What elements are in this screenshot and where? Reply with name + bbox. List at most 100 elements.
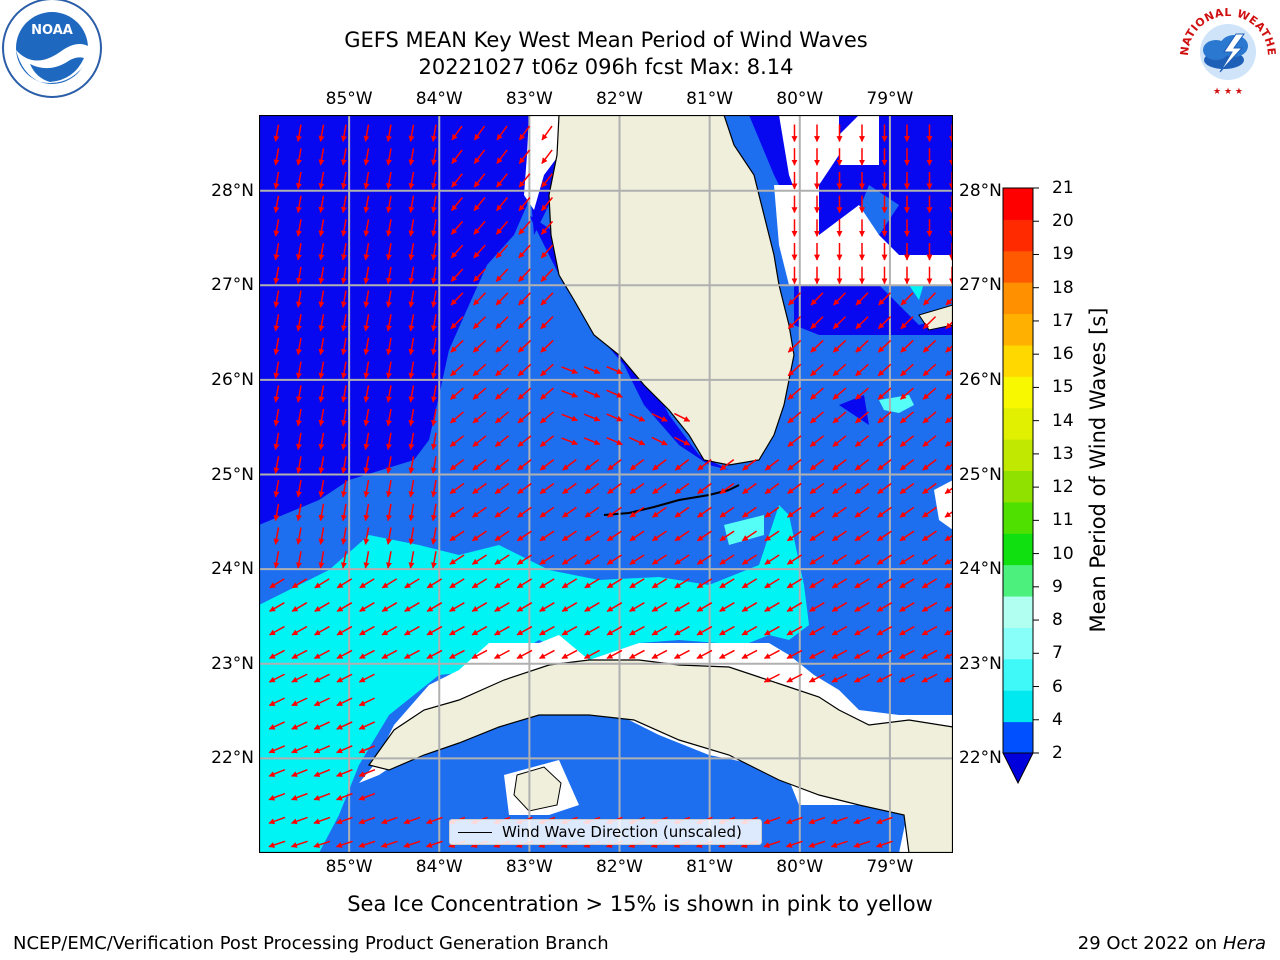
wind-wave-arrow: [386, 361, 392, 379]
wind-wave-arrow: [449, 459, 465, 471]
wind-wave-arrow: [273, 148, 280, 166]
wind-wave-arrow: [741, 554, 758, 565]
wind-wave-arrow: [471, 649, 488, 660]
wind-wave-arrow: [899, 411, 915, 424]
wind-wave-arrow: [358, 721, 376, 730]
wind-wave-arrow: [921, 602, 938, 612]
wind-wave-arrow: [854, 530, 870, 542]
wind-wave-arrow: [472, 411, 487, 424]
wind-wave-arrow: [809, 554, 825, 565]
wind-wave-arrow: [832, 435, 847, 447]
wind-wave-arrow: [854, 554, 870, 565]
wind-wave-arrow: [386, 242, 392, 261]
wind-wave-arrow: [471, 554, 488, 565]
colorbar-tick-label: 21: [1052, 178, 1074, 198]
wind-wave-arrow: [408, 361, 415, 379]
wind-wave-arrow: [561, 437, 578, 446]
wind-wave-arrow: [318, 551, 325, 569]
wind-wave-arrow: [296, 124, 302, 142]
wind-wave-arrow: [810, 292, 824, 306]
wind-wave-arrow: [425, 816, 443, 825]
wind-wave-arrow: [922, 435, 937, 447]
wind-wave-arrow: [629, 578, 645, 589]
wind-wave-arrow: [541, 173, 553, 188]
wind-wave-arrow: [606, 365, 623, 375]
wind-wave-arrow: [810, 316, 824, 330]
wind-wave-arrow: [832, 363, 847, 377]
wind-wave-arrow: [809, 506, 825, 518]
wind-wave-arrow: [380, 816, 398, 825]
wind-wave-arrow: [854, 482, 870, 495]
wind-wave-arrow: [674, 506, 690, 518]
wind-wave-arrow: [431, 314, 437, 332]
wind-wave-arrow: [426, 578, 443, 589]
wind-wave-arrow: [855, 387, 869, 400]
wind-wave-arrow: [922, 411, 937, 424]
wind-wave-arrow: [628, 413, 646, 422]
wind-wave-arrow: [471, 530, 487, 542]
wind-wave-arrow: [540, 292, 554, 306]
wind-wave-arrow: [363, 314, 370, 332]
wind-wave-arrow: [291, 769, 308, 777]
wind-wave-arrow: [673, 649, 690, 660]
wind-wave-arrow: [363, 195, 370, 214]
wind-wave-arrow: [363, 503, 370, 522]
wind-wave-arrow: [810, 363, 824, 377]
wind-wave-arrow: [518, 244, 531, 259]
wind-wave-arrow: [472, 459, 487, 471]
colorbar-tick-label: 16: [1052, 344, 1074, 365]
wind-wave-arrow: [540, 316, 554, 330]
wind-wave-arrow: [853, 840, 871, 848]
wind-wave-arrow: [404, 578, 420, 589]
wind-wave-arrow: [358, 673, 375, 683]
wind-wave-arrow: [674, 482, 690, 495]
wind-wave-arrow: [877, 339, 892, 353]
wind-wave-arrow: [408, 219, 415, 237]
wind-wave-arrow: [561, 530, 577, 542]
colorbar-band: [1003, 376, 1033, 409]
wind-wave-arrow: [341, 171, 347, 190]
wind-wave-arrow: [318, 385, 325, 403]
wind-wave-arrow: [431, 219, 437, 237]
lon-label-top: 81°W: [686, 89, 734, 109]
wind-wave-arrow: [923, 292, 936, 306]
wind-wave-arrow: [877, 316, 892, 330]
wind-wave-arrow: [336, 602, 353, 612]
lat-label-left: 22°N: [211, 748, 254, 769]
legend-label: Wind Wave Direction (unscaled): [502, 823, 742, 841]
wind-wave-arrow: [451, 173, 463, 188]
legend-line-icon: [458, 831, 492, 833]
wind-wave-arrow: [763, 649, 780, 660]
colorbar-label: Mean Period of Wind Waves [s]: [1086, 307, 1110, 633]
colorbar-tick-label: 10: [1052, 543, 1074, 564]
wind-wave-arrow: [296, 361, 302, 379]
wind-wave-arrow: [472, 316, 487, 330]
wind-wave-arrow: [336, 625, 353, 636]
wind-wave-arrow: [273, 290, 280, 308]
wind-wave-arrow: [318, 314, 325, 332]
wind-wave-arrow: [451, 197, 463, 212]
wind-wave-arrow: [898, 673, 915, 683]
wind-wave-arrow: [495, 268, 509, 282]
wind-wave-arrow: [831, 554, 848, 565]
wind-wave-arrow: [363, 527, 370, 545]
wind-wave-arrow: [386, 195, 392, 214]
wind-wave-arrow: [651, 602, 668, 612]
colorbar-band: [1003, 658, 1033, 691]
wind-wave-arrow: [335, 840, 353, 848]
wind-wave-arrow: [606, 530, 622, 542]
wind-wave-arrow: [426, 649, 443, 660]
wind-wave-arrow: [494, 506, 510, 518]
wind-wave-arrow: [697, 459, 712, 471]
wind-wave-arrow: [291, 649, 308, 660]
wind-wave-arrow: [877, 459, 892, 471]
wind-wave-arrow: [607, 459, 622, 471]
lat-label-left: 24°N: [211, 559, 254, 580]
wind-wave-arrow: [386, 124, 392, 142]
wind-wave-arrow: [408, 503, 415, 522]
wind-wave-arrow: [431, 551, 437, 569]
wind-wave-arrow: [899, 482, 915, 495]
wind-wave-arrow: [719, 530, 735, 542]
wind-wave-arrow: [741, 625, 758, 636]
colorbar-band: [1003, 250, 1033, 283]
